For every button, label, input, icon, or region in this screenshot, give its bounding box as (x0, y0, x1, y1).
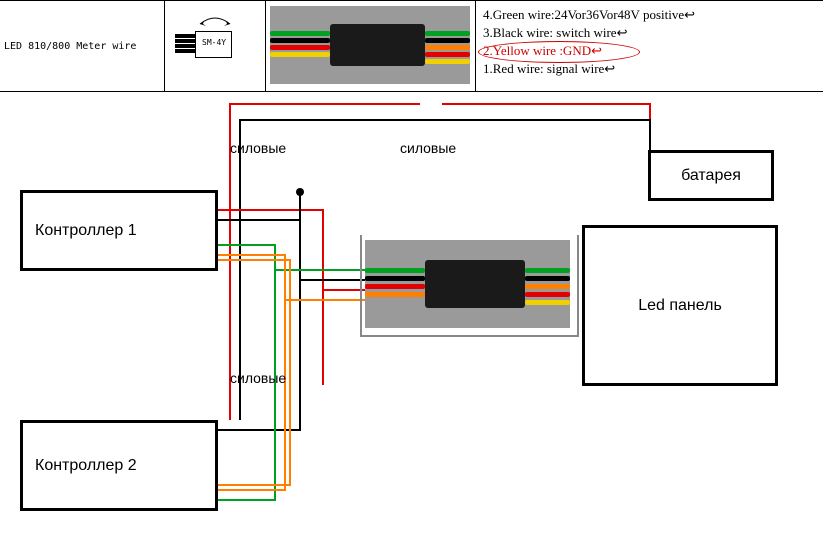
legend-line-3: 3.Black wire: switch wire↩ (483, 25, 815, 41)
connector-diagram-cell: SM-4Y (160, 1, 266, 91)
block-battery-label: батарея (681, 167, 741, 185)
connector-label: SM-4Y (202, 38, 226, 47)
block-controller-2: Контроллер 2 (20, 420, 218, 511)
connector-arrow-icon (195, 14, 235, 29)
block-controller-1: Контроллер 1 (20, 190, 218, 271)
legend-cell: 4.Green wire:24Vor36Vor48V positive↩ 3.B… (475, 1, 823, 91)
label-power-2: силовые (400, 140, 456, 156)
block-led-panel-label: Led панель (638, 297, 722, 315)
block-controller-2-label: Контроллер 2 (35, 457, 137, 475)
connector-photo-top (270, 6, 470, 84)
block-controller-1-label: Контроллер 1 (35, 222, 137, 240)
legend-line-2-text: 2.Yellow wire :GND↩ (483, 43, 602, 58)
legend-line-2: 2.Yellow wire :GND↩ (483, 43, 815, 59)
block-led-panel: Led панель (582, 225, 778, 386)
label-power-1: силовые (230, 140, 286, 156)
header-row: LED 810/800 Meter wire SM-4Y (0, 0, 823, 92)
legend-line-4: 4.Green wire:24Vor36Vor48V positive↩ (483, 7, 815, 23)
connector-icon: SM-4Y (170, 11, 260, 71)
header-title-cell: LED 810/800 Meter wire (0, 1, 165, 91)
header-photo-cell (265, 1, 476, 91)
legend-line-1: 1.Red wire: signal wire↩ (483, 61, 815, 77)
block-battery: батарея (648, 150, 774, 201)
label-power-3: силовые (230, 370, 286, 386)
connector-photo-middle (365, 240, 570, 328)
header-title: LED 810/800 Meter wire (4, 41, 136, 52)
